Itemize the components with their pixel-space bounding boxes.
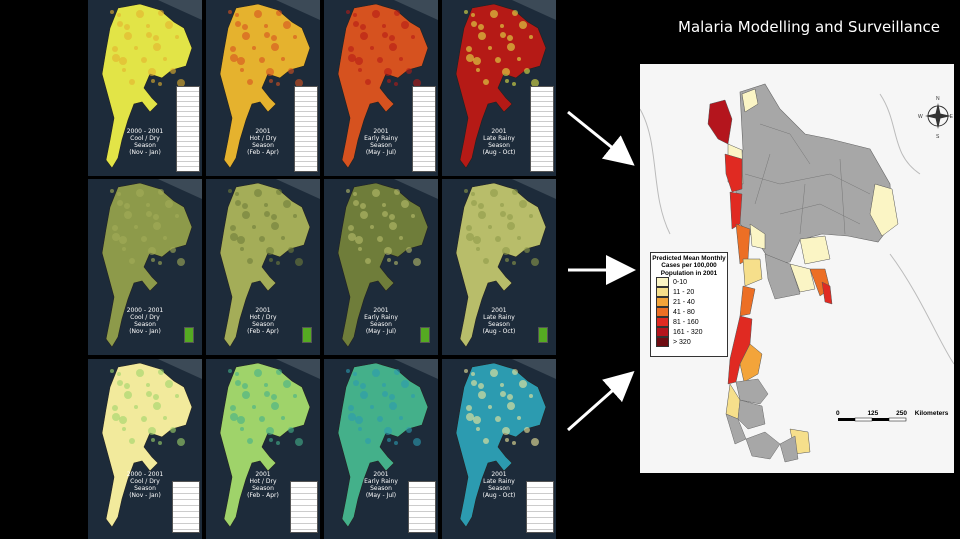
season-panel-vegetation-1: 2000 - 2001 Cool / Dry Season (Nov - Jan… xyxy=(88,179,202,355)
season-caption: 2001 Early Rainy Season (May - Jul) xyxy=(364,307,398,335)
thailand-map-shape xyxy=(206,0,320,169)
legend-label: 11 - 20 xyxy=(673,288,695,296)
panel-legend xyxy=(290,481,318,533)
scale-labels: 0 125 250 Kilometers xyxy=(836,410,948,417)
cases-legend: Predicted Mean Monthly Cases per 100,000… xyxy=(650,252,728,357)
legend-label: 41 - 80 xyxy=(673,308,695,316)
legend-item: > 320 xyxy=(656,337,727,348)
compass-s: S xyxy=(936,134,940,140)
scale-tick-0: 0 xyxy=(836,410,840,417)
thailand-map-shape xyxy=(324,359,438,528)
season-panel-temperature-1: 2000 - 2001 Cool / Dry Season (Nov - Jan… xyxy=(88,0,202,176)
thailand-map-shape xyxy=(442,359,556,528)
compass-n: N xyxy=(936,96,940,102)
legend-item: 161 - 320 xyxy=(656,327,727,338)
arrow-bottom xyxy=(567,371,635,432)
seasonal-map-grid: 2000 - 2001 Cool / Dry Season (Nov - Jan… xyxy=(88,0,558,539)
legend-label: 0-10 xyxy=(673,278,688,286)
legend-swatch xyxy=(656,287,669,298)
scale-unit: Kilometers xyxy=(914,410,949,417)
panel-legend xyxy=(412,86,436,172)
thailand-map-shape xyxy=(88,359,202,528)
arrow-top xyxy=(567,110,635,166)
season-panel-temperature-4: 2001 Late Rainy Season (Aug - Oct) xyxy=(442,0,556,176)
season-caption: 2000 - 2001 Cool / Dry Season (Nov - Jan… xyxy=(126,471,164,499)
season-panel-vegetation-3: 2001 Early Rainy Season (May - Jul) xyxy=(324,179,438,355)
legend-title: Predicted Mean Monthly Cases per 100,000… xyxy=(652,255,726,277)
legend-item: 81 - 160 xyxy=(656,317,727,328)
season-panel-vegetation-2: 2001 Hot / Dry Season (Feb - Apr) xyxy=(206,179,320,355)
scale-tick-125: 125 xyxy=(867,410,879,417)
thailand-map-shape xyxy=(206,359,320,528)
legend-item: 0-10 xyxy=(656,277,727,288)
thailand-district-map: N W E S xyxy=(640,83,954,463)
thailand-map-shape xyxy=(442,0,556,169)
season-panel-temperature-2: 2001 Hot / Dry Season (Feb - Apr) xyxy=(206,0,320,176)
season-caption: 2001 Late Rainy Season (Aug - Oct) xyxy=(482,307,516,335)
season-caption: 2000 - 2001 Cool / Dry Season (Nov - Jan… xyxy=(126,307,164,335)
season-panel-precipitation-4: 2001 Late Rainy Season (Aug - Oct) xyxy=(442,359,556,539)
thailand-map-shape xyxy=(88,179,202,348)
compass-icon xyxy=(925,103,951,129)
thailand-map-shape xyxy=(88,0,202,169)
panel-legend xyxy=(184,327,194,343)
legend-item: 11 - 20 xyxy=(656,287,727,298)
compass-w: W xyxy=(918,114,923,120)
panel-legend xyxy=(420,327,430,343)
scale-bar xyxy=(838,417,907,422)
thailand-map-shape xyxy=(442,179,556,348)
season-caption: 2001 Late Rainy Season (Aug - Oct) xyxy=(482,471,516,499)
panel-legend xyxy=(294,86,318,172)
panel-legend xyxy=(530,86,554,172)
compass-e: E xyxy=(950,114,954,120)
season-caption: 2000 - 2001 Cool / Dry Season (Nov - Jan… xyxy=(126,128,164,156)
legend-swatch xyxy=(656,327,669,338)
season-caption: 2001 Hot / Dry Season (Feb - Apr) xyxy=(247,471,279,499)
legend-swatch xyxy=(656,337,669,348)
season-panel-precipitation-1: 2000 - 2001 Cool / Dry Season (Nov - Jan… xyxy=(88,359,202,539)
season-caption: 2001 Early Rainy Season (May - Jul) xyxy=(364,128,398,156)
scale-tick-250: 250 xyxy=(896,410,907,417)
legend-label: 21 - 40 xyxy=(673,298,695,306)
season-caption: 2001 Early Rainy Season (May - Jul) xyxy=(364,471,398,499)
legend-swatch xyxy=(656,277,669,288)
legend-item: 41 - 80 xyxy=(656,307,727,318)
arrows xyxy=(567,110,636,432)
legend-item: 21 - 40 xyxy=(656,297,727,308)
legend-label: 81 - 160 xyxy=(673,318,699,326)
season-panel-precipitation-3: 2001 Early Rainy Season (May - Jul) xyxy=(324,359,438,539)
season-panel-vegetation-4: 2001 Late Rainy Season (Aug - Oct) xyxy=(442,179,556,355)
thailand-map-shape xyxy=(206,179,320,348)
panel-legend xyxy=(176,86,200,172)
legend-swatch xyxy=(656,307,669,318)
season-panel-precipitation-2: 2001 Hot / Dry Season (Feb - Apr) xyxy=(206,359,320,539)
legend-label: > 320 xyxy=(673,338,691,346)
panel-legend xyxy=(526,481,554,533)
legend-swatch xyxy=(656,317,669,328)
predicted-cases-map: N W E S Predicted Mean Monthly Cases per… xyxy=(640,64,954,473)
legend-label: 161 - 320 xyxy=(673,328,703,336)
slide-title: Malaria Modelling and Surveillance xyxy=(678,18,940,36)
panel-legend xyxy=(408,481,436,533)
legend-swatch xyxy=(656,297,669,308)
season-panel-temperature-3: 2001 Early Rainy Season (May - Jul) xyxy=(324,0,438,176)
panel-legend xyxy=(172,481,200,533)
season-caption: 2001 Late Rainy Season (Aug - Oct) xyxy=(482,128,516,156)
season-caption: 2001 Hot / Dry Season (Feb - Apr) xyxy=(247,128,279,156)
panel-legend xyxy=(538,327,548,343)
season-caption: 2001 Hot / Dry Season (Feb - Apr) xyxy=(247,307,279,335)
panel-legend xyxy=(302,327,312,343)
thailand-map-shape xyxy=(324,0,438,169)
thailand-map-shape xyxy=(324,179,438,348)
